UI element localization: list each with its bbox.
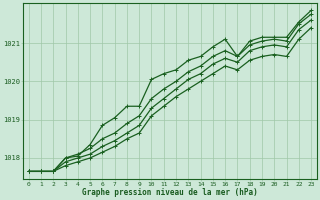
X-axis label: Graphe pression niveau de la mer (hPa): Graphe pression niveau de la mer (hPa)	[82, 188, 258, 197]
